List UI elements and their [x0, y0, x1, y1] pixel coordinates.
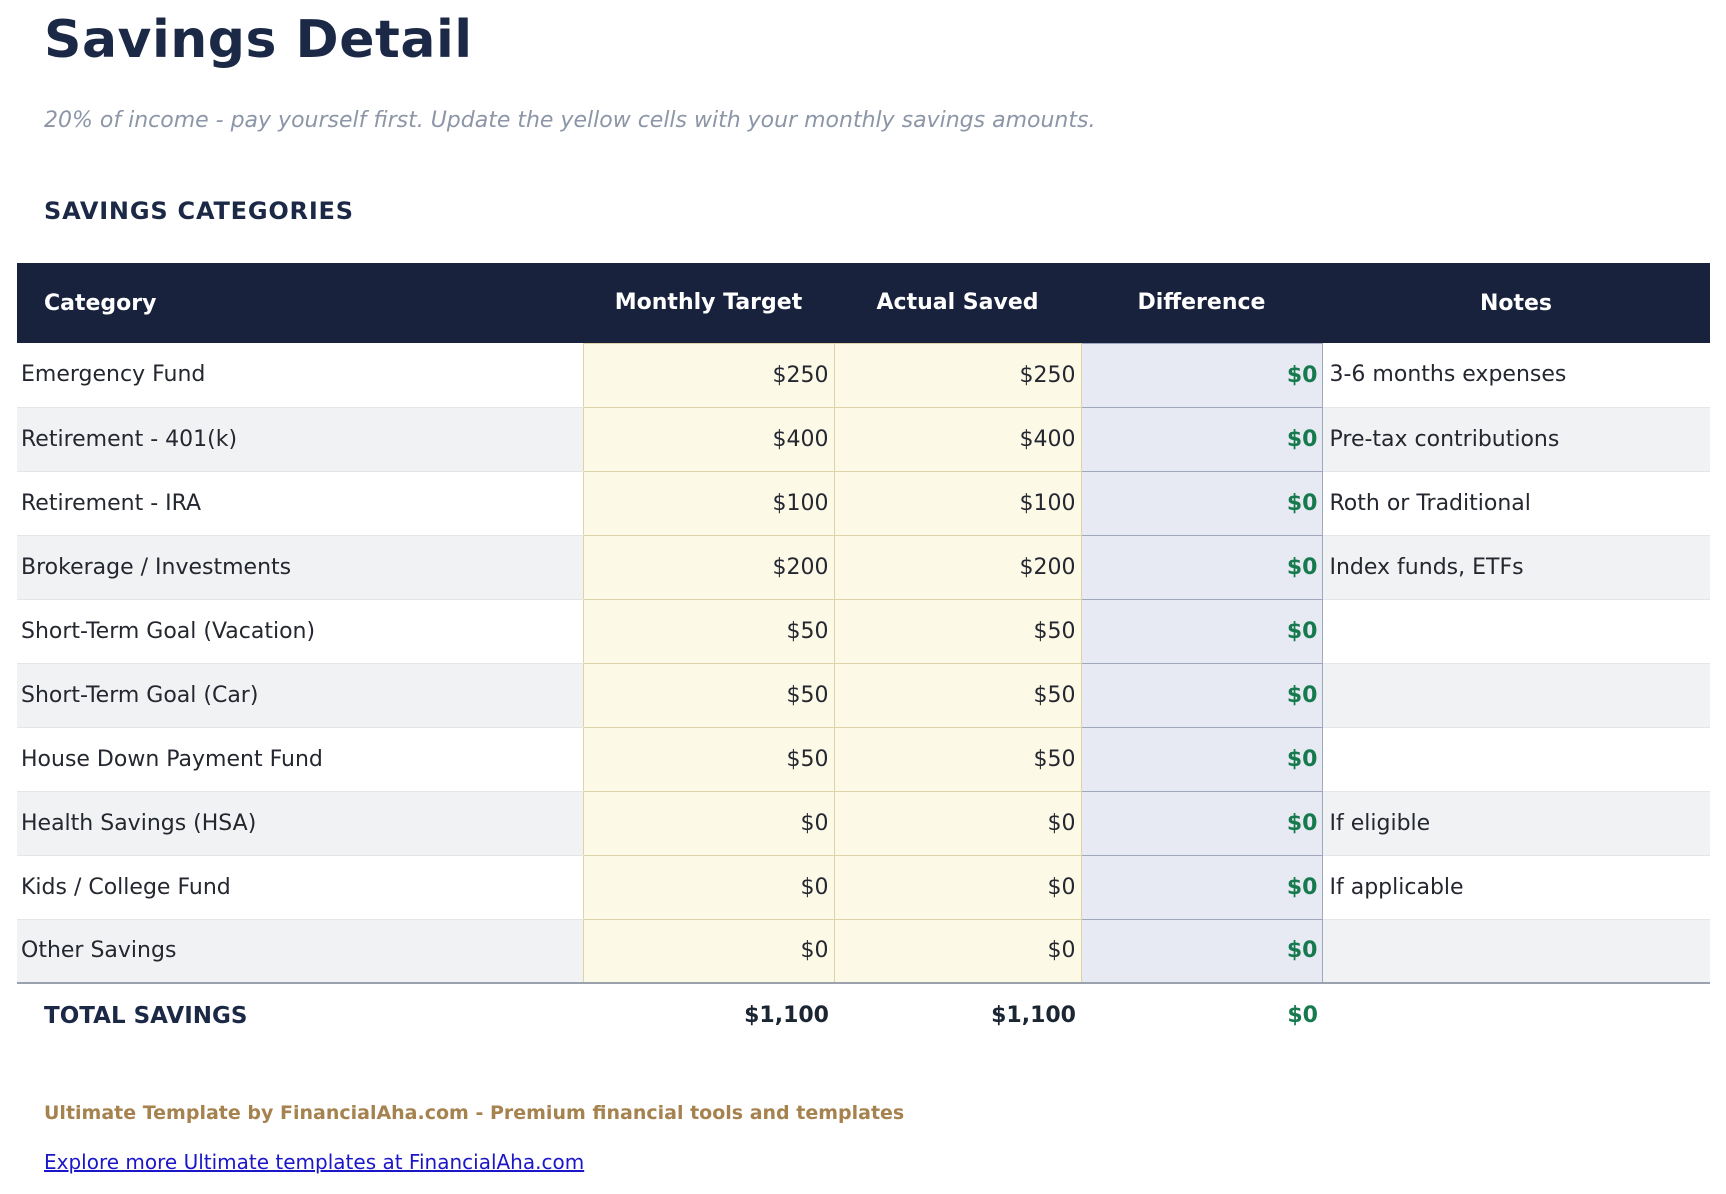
- difference-cell: $0: [1081, 855, 1322, 919]
- actual-saved-cell[interactable]: $400: [834, 407, 1081, 471]
- total-row: TOTAL SAVINGS $1,100 $1,100 $0: [17, 983, 1710, 1047]
- table-header-row: Category Monthly Target Actual Saved Dif…: [17, 263, 1710, 343]
- table-row: Retirement - 401(k)$400$400$0Pre-tax con…: [17, 407, 1710, 471]
- notes-cell: 3-6 months expenses: [1322, 343, 1710, 407]
- difference-cell: $0: [1081, 471, 1322, 535]
- actual-saved-cell[interactable]: $50: [834, 663, 1081, 727]
- difference-cell: $0: [1081, 407, 1322, 471]
- category-cell: Other Savings: [17, 919, 583, 983]
- column-header-monthly-target: Monthly Target: [583, 263, 834, 343]
- total-notes: [1322, 983, 1710, 1047]
- total-label: TOTAL SAVINGS: [17, 983, 583, 1047]
- monthly-target-cell[interactable]: $0: [583, 919, 834, 983]
- difference-cell: $0: [1081, 535, 1322, 599]
- difference-cell: $0: [1081, 663, 1322, 727]
- monthly-target-cell[interactable]: $200: [583, 535, 834, 599]
- savings-categories-table: Category Monthly Target Actual Saved Dif…: [17, 263, 1710, 1047]
- column-header-category: Category: [17, 263, 583, 343]
- monthly-target-cell[interactable]: $250: [583, 343, 834, 407]
- table-row: Health Savings (HSA)$0$0$0If eligible: [17, 791, 1710, 855]
- actual-saved-cell[interactable]: $250: [834, 343, 1081, 407]
- difference-cell: $0: [1081, 727, 1322, 791]
- total-difference: $0: [1081, 983, 1322, 1047]
- actual-saved-cell[interactable]: $200: [834, 535, 1081, 599]
- notes-cell: Pre-tax contributions: [1322, 407, 1710, 471]
- category-cell: Brokerage / Investments: [17, 535, 583, 599]
- actual-saved-cell[interactable]: $0: [834, 919, 1081, 983]
- column-header-actual-saved: Actual Saved: [834, 263, 1081, 343]
- actual-saved-cell[interactable]: $100: [834, 471, 1081, 535]
- difference-cell: $0: [1081, 919, 1322, 983]
- page-subtitle: 20% of income - pay yourself first. Upda…: [44, 108, 1095, 133]
- total-monthly-target: $1,100: [583, 983, 834, 1047]
- table-row: Emergency Fund$250$250$03-6 months expen…: [17, 343, 1710, 407]
- column-header-notes: Notes: [1322, 263, 1710, 343]
- savings-table-body: Emergency Fund$250$250$03-6 months expen…: [17, 343, 1710, 983]
- difference-cell: $0: [1081, 343, 1322, 407]
- monthly-target-cell[interactable]: $0: [583, 791, 834, 855]
- monthly-target-cell[interactable]: $0: [583, 855, 834, 919]
- monthly-target-cell[interactable]: $400: [583, 407, 834, 471]
- column-header-difference: Difference: [1081, 263, 1322, 343]
- category-cell: Health Savings (HSA): [17, 791, 583, 855]
- actual-saved-cell[interactable]: $0: [834, 855, 1081, 919]
- category-cell: House Down Payment Fund: [17, 727, 583, 791]
- table-row: Kids / College Fund$0$0$0If applicable: [17, 855, 1710, 919]
- category-cell: Kids / College Fund: [17, 855, 583, 919]
- notes-cell: If eligible: [1322, 791, 1710, 855]
- notes-cell: Roth or Traditional: [1322, 471, 1710, 535]
- notes-cell: [1322, 919, 1710, 983]
- category-cell: Short-Term Goal (Vacation): [17, 599, 583, 663]
- table-row: Other Savings$0$0$0: [17, 919, 1710, 983]
- category-cell: Short-Term Goal (Car): [17, 663, 583, 727]
- category-cell: Retirement - IRA: [17, 471, 583, 535]
- monthly-target-cell[interactable]: $100: [583, 471, 834, 535]
- difference-cell: $0: [1081, 599, 1322, 663]
- total-actual-saved: $1,100: [834, 983, 1081, 1047]
- actual-saved-cell[interactable]: $50: [834, 599, 1081, 663]
- table-row: Retirement - IRA$100$100$0Roth or Tradit…: [17, 471, 1710, 535]
- category-cell: Retirement - 401(k): [17, 407, 583, 471]
- monthly-target-cell[interactable]: $50: [583, 663, 834, 727]
- notes-cell: If applicable: [1322, 855, 1710, 919]
- monthly-target-cell[interactable]: $50: [583, 727, 834, 791]
- notes-cell: [1322, 663, 1710, 727]
- notes-cell: [1322, 727, 1710, 791]
- table-row: House Down Payment Fund$50$50$0: [17, 727, 1710, 791]
- difference-cell: $0: [1081, 791, 1322, 855]
- monthly-target-cell[interactable]: $50: [583, 599, 834, 663]
- table-row: Short-Term Goal (Car)$50$50$0: [17, 663, 1710, 727]
- section-heading: SAVINGS CATEGORIES: [44, 197, 354, 225]
- footer-branding: Ultimate Template by FinancialAha.com - …: [44, 1102, 904, 1124]
- footer-link[interactable]: Explore more Ultimate templates at Finan…: [44, 1150, 584, 1174]
- actual-saved-cell[interactable]: $50: [834, 727, 1081, 791]
- notes-cell: [1322, 599, 1710, 663]
- table-row: Brokerage / Investments$200$200$0Index f…: [17, 535, 1710, 599]
- notes-cell: Index funds, ETFs: [1322, 535, 1710, 599]
- category-cell: Emergency Fund: [17, 343, 583, 407]
- table-row: Short-Term Goal (Vacation)$50$50$0: [17, 599, 1710, 663]
- actual-saved-cell[interactable]: $0: [834, 791, 1081, 855]
- page-title: Savings Detail: [44, 10, 473, 70]
